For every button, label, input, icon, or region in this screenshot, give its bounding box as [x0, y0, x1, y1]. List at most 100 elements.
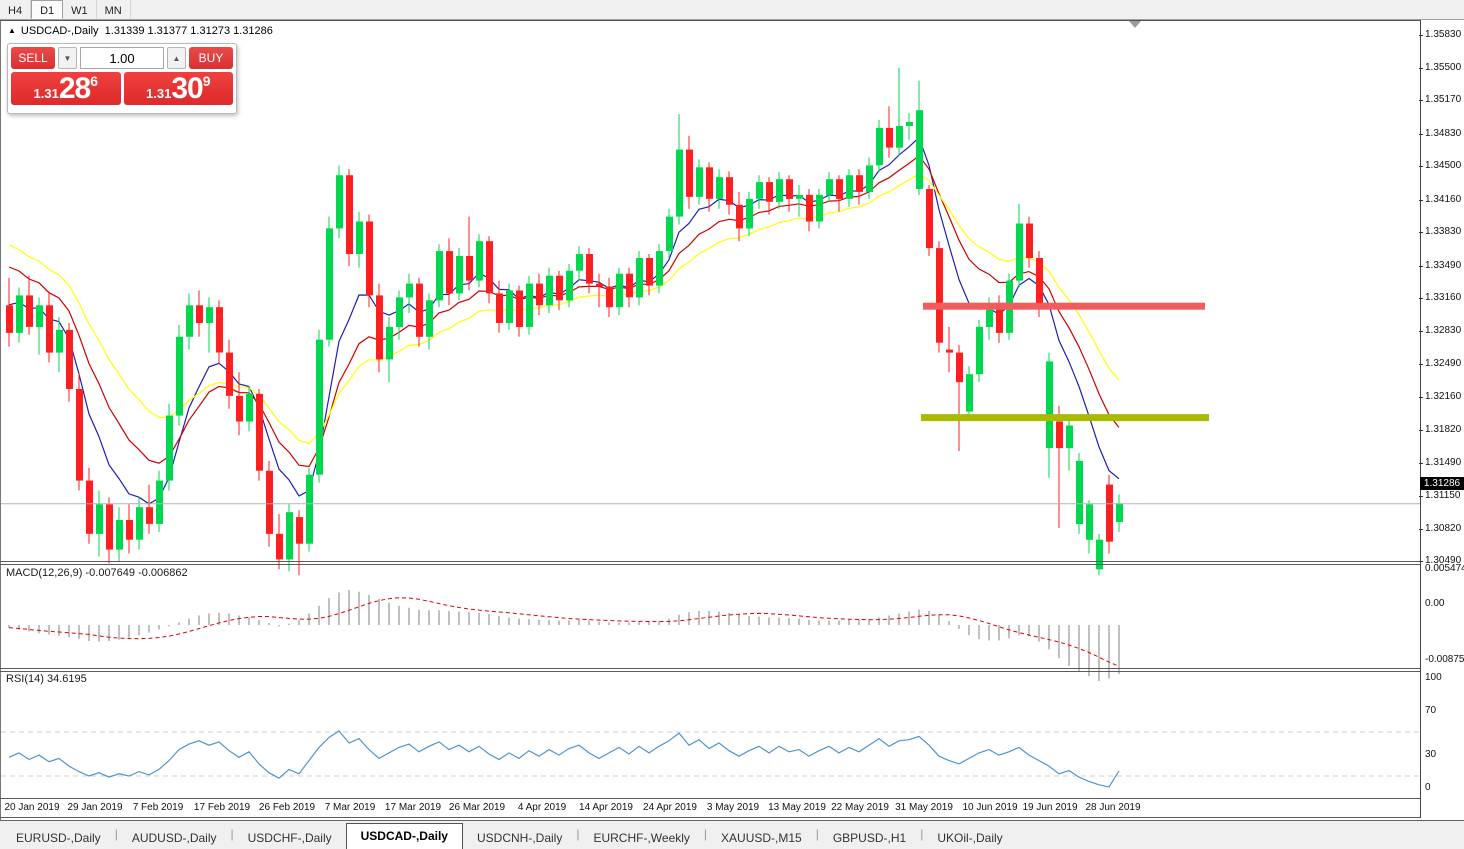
macd-axis-label: -0.008752: [1425, 653, 1464, 665]
main-price-chart[interactable]: [1, 41, 1420, 583]
macd-histogram-bar: [508, 617, 510, 625]
candle-body: [376, 295, 383, 360]
candle-body: [216, 307, 223, 353]
macd-histogram-bar: [818, 620, 820, 625]
tab-separator: |: [815, 827, 819, 841]
macd-histogram-bar: [638, 621, 640, 625]
price-tick-mark: [1419, 462, 1423, 464]
macd-histogram-bar: [1038, 625, 1040, 642]
chart-tab-GBPUSD-H1[interactable]: GBPUSD-,H1: [832, 831, 907, 845]
candle-body: [686, 149, 693, 197]
price-tick-mark: [1419, 396, 1423, 398]
macd-values: -0.007649 -0.006862: [85, 567, 188, 579]
chart-window[interactable]: [0, 20, 1464, 821]
date-tick-label: 20 Jan 2019: [4, 802, 60, 813]
candle-body: [846, 175, 853, 199]
candle-body: [316, 339, 323, 475]
sell-price-big: 28: [58, 72, 91, 105]
date-tick-label: 3 May 2019: [706, 802, 760, 813]
collapse-triangle-icon[interactable]: ▲: [8, 26, 16, 35]
candle-body: [666, 216, 673, 252]
lot-size-input[interactable]: 1.00: [80, 47, 164, 69]
date-tick-label: 29 Jan 2019: [67, 802, 123, 813]
candle-body: [876, 127, 883, 166]
candle-body: [136, 507, 143, 540]
macd-histogram-bar: [858, 619, 860, 625]
candle-body: [326, 228, 333, 340]
tab-separator: |: [114, 827, 118, 841]
macd-histogram-bar: [828, 620, 830, 625]
macd-histogram-bar: [168, 625, 170, 627]
macd-histogram-bar: [268, 623, 270, 625]
panel-splitter[interactable]: [0, 564, 1464, 565]
candle-body: [976, 326, 983, 375]
date-tick-label: 24 Apr 2019: [643, 802, 697, 813]
buy-button[interactable]: BUY: [189, 47, 233, 69]
candle-body: [916, 110, 923, 189]
candle-body: [836, 179, 843, 199]
macd-histogram-bar: [518, 618, 520, 625]
macd-axis-label: 0.00: [1425, 598, 1445, 609]
candle-body: [636, 258, 643, 298]
lot-increase-button[interactable]: ▲: [167, 47, 186, 69]
lot-decrease-button[interactable]: ▼: [58, 47, 77, 69]
horizontal-line-resistance[interactable]: [923, 302, 1205, 310]
price-tick-label: 1.31490: [1425, 456, 1462, 468]
rsi-axis-label: 70: [1425, 705, 1437, 716]
candle-body: [396, 297, 403, 327]
panel-splitter[interactable]: [0, 561, 1464, 562]
macd-histogram-bar: [1048, 625, 1050, 650]
macd-histogram-bar: [798, 618, 800, 625]
horizontal-line-support[interactable]: [921, 414, 1209, 422]
chart-tab-EURUSD-Daily[interactable]: EURUSD-,Daily: [16, 831, 101, 845]
candle-body: [106, 504, 113, 550]
sell-price-box[interactable]: 1.31 28 6: [11, 72, 121, 105]
panel-splitter[interactable]: [0, 671, 1464, 672]
macd-indicator-chart[interactable]: [1, 586, 1420, 689]
moving-average-fast: [8, 136, 1120, 505]
macd-histogram-bar: [1008, 625, 1010, 639]
chart-tab-XAUUSD-M15[interactable]: XAUUSD-,M15: [721, 831, 802, 845]
timeframe-button-D1[interactable]: D1: [31, 0, 64, 19]
price-tick-mark: [1419, 232, 1423, 234]
chart-shift-marker-icon[interactable]: [1129, 21, 1141, 28]
macd-histogram-bar: [558, 620, 560, 625]
macd-histogram-bar: [148, 625, 150, 633]
macd-histogram-bar: [938, 614, 940, 625]
macd-histogram-bar: [388, 602, 390, 625]
timeframe-button-H4[interactable]: H4: [0, 0, 32, 19]
chart-tab-UKOil-Daily[interactable]: UKOil-,Daily: [937, 831, 1003, 845]
candle-body: [176, 336, 183, 416]
price-axis[interactable]: [1420, 20, 1464, 818]
macd-histogram-bar: [748, 616, 750, 625]
price-tick-label: 1.31150: [1425, 490, 1461, 502]
date-tick-label: 22 May 2019: [831, 802, 889, 813]
chart-tab-AUDUSD-Daily[interactable]: AUDUSD-,Daily: [131, 831, 217, 845]
candle-body: [706, 167, 713, 199]
macd-histogram-bar: [78, 625, 80, 640]
candle-body: [566, 270, 573, 301]
timeframe-button-MN[interactable]: MN: [97, 0, 131, 19]
candle-body: [576, 254, 583, 271]
macd-histogram-bar: [318, 605, 320, 625]
chart-tab-EURCHF-Weekly[interactable]: EURCHF-,Weekly: [593, 831, 690, 845]
macd-histogram-bar: [768, 617, 770, 625]
sell-button[interactable]: SELL: [11, 47, 55, 69]
price-tick-label: 1.30490: [1425, 555, 1462, 567]
candle-body: [646, 258, 653, 286]
chart-tab-USDCHF-Daily[interactable]: USDCHF-,Daily: [247, 831, 332, 845]
macd-histogram-bar: [978, 625, 980, 640]
panel-splitter[interactable]: [0, 668, 1464, 669]
chart-tab-USDCAD-Daily[interactable]: USDCAD-,Daily: [345, 823, 463, 849]
macd-histogram-bar: [358, 591, 360, 625]
buy-price-box[interactable]: 1.31 30 9: [123, 72, 233, 105]
date-tick-label: 17 Feb 2019: [193, 802, 251, 813]
time-axis[interactable]: 20 Jan 2019 29 Jan 2019 7 Feb 2019 17 Feb 2…: [0, 800, 1419, 818]
rsi-indicator-chart[interactable]: [1, 692, 1420, 819]
timeframe-button-W1[interactable]: W1: [63, 0, 97, 19]
candle-body: [366, 221, 373, 296]
candle-body: [386, 326, 393, 360]
macd-histogram-bar: [528, 619, 530, 625]
macd-histogram-bar: [208, 613, 210, 625]
chart-tab-USDCNH-Daily[interactable]: USDCNH-,Daily: [476, 831, 563, 845]
